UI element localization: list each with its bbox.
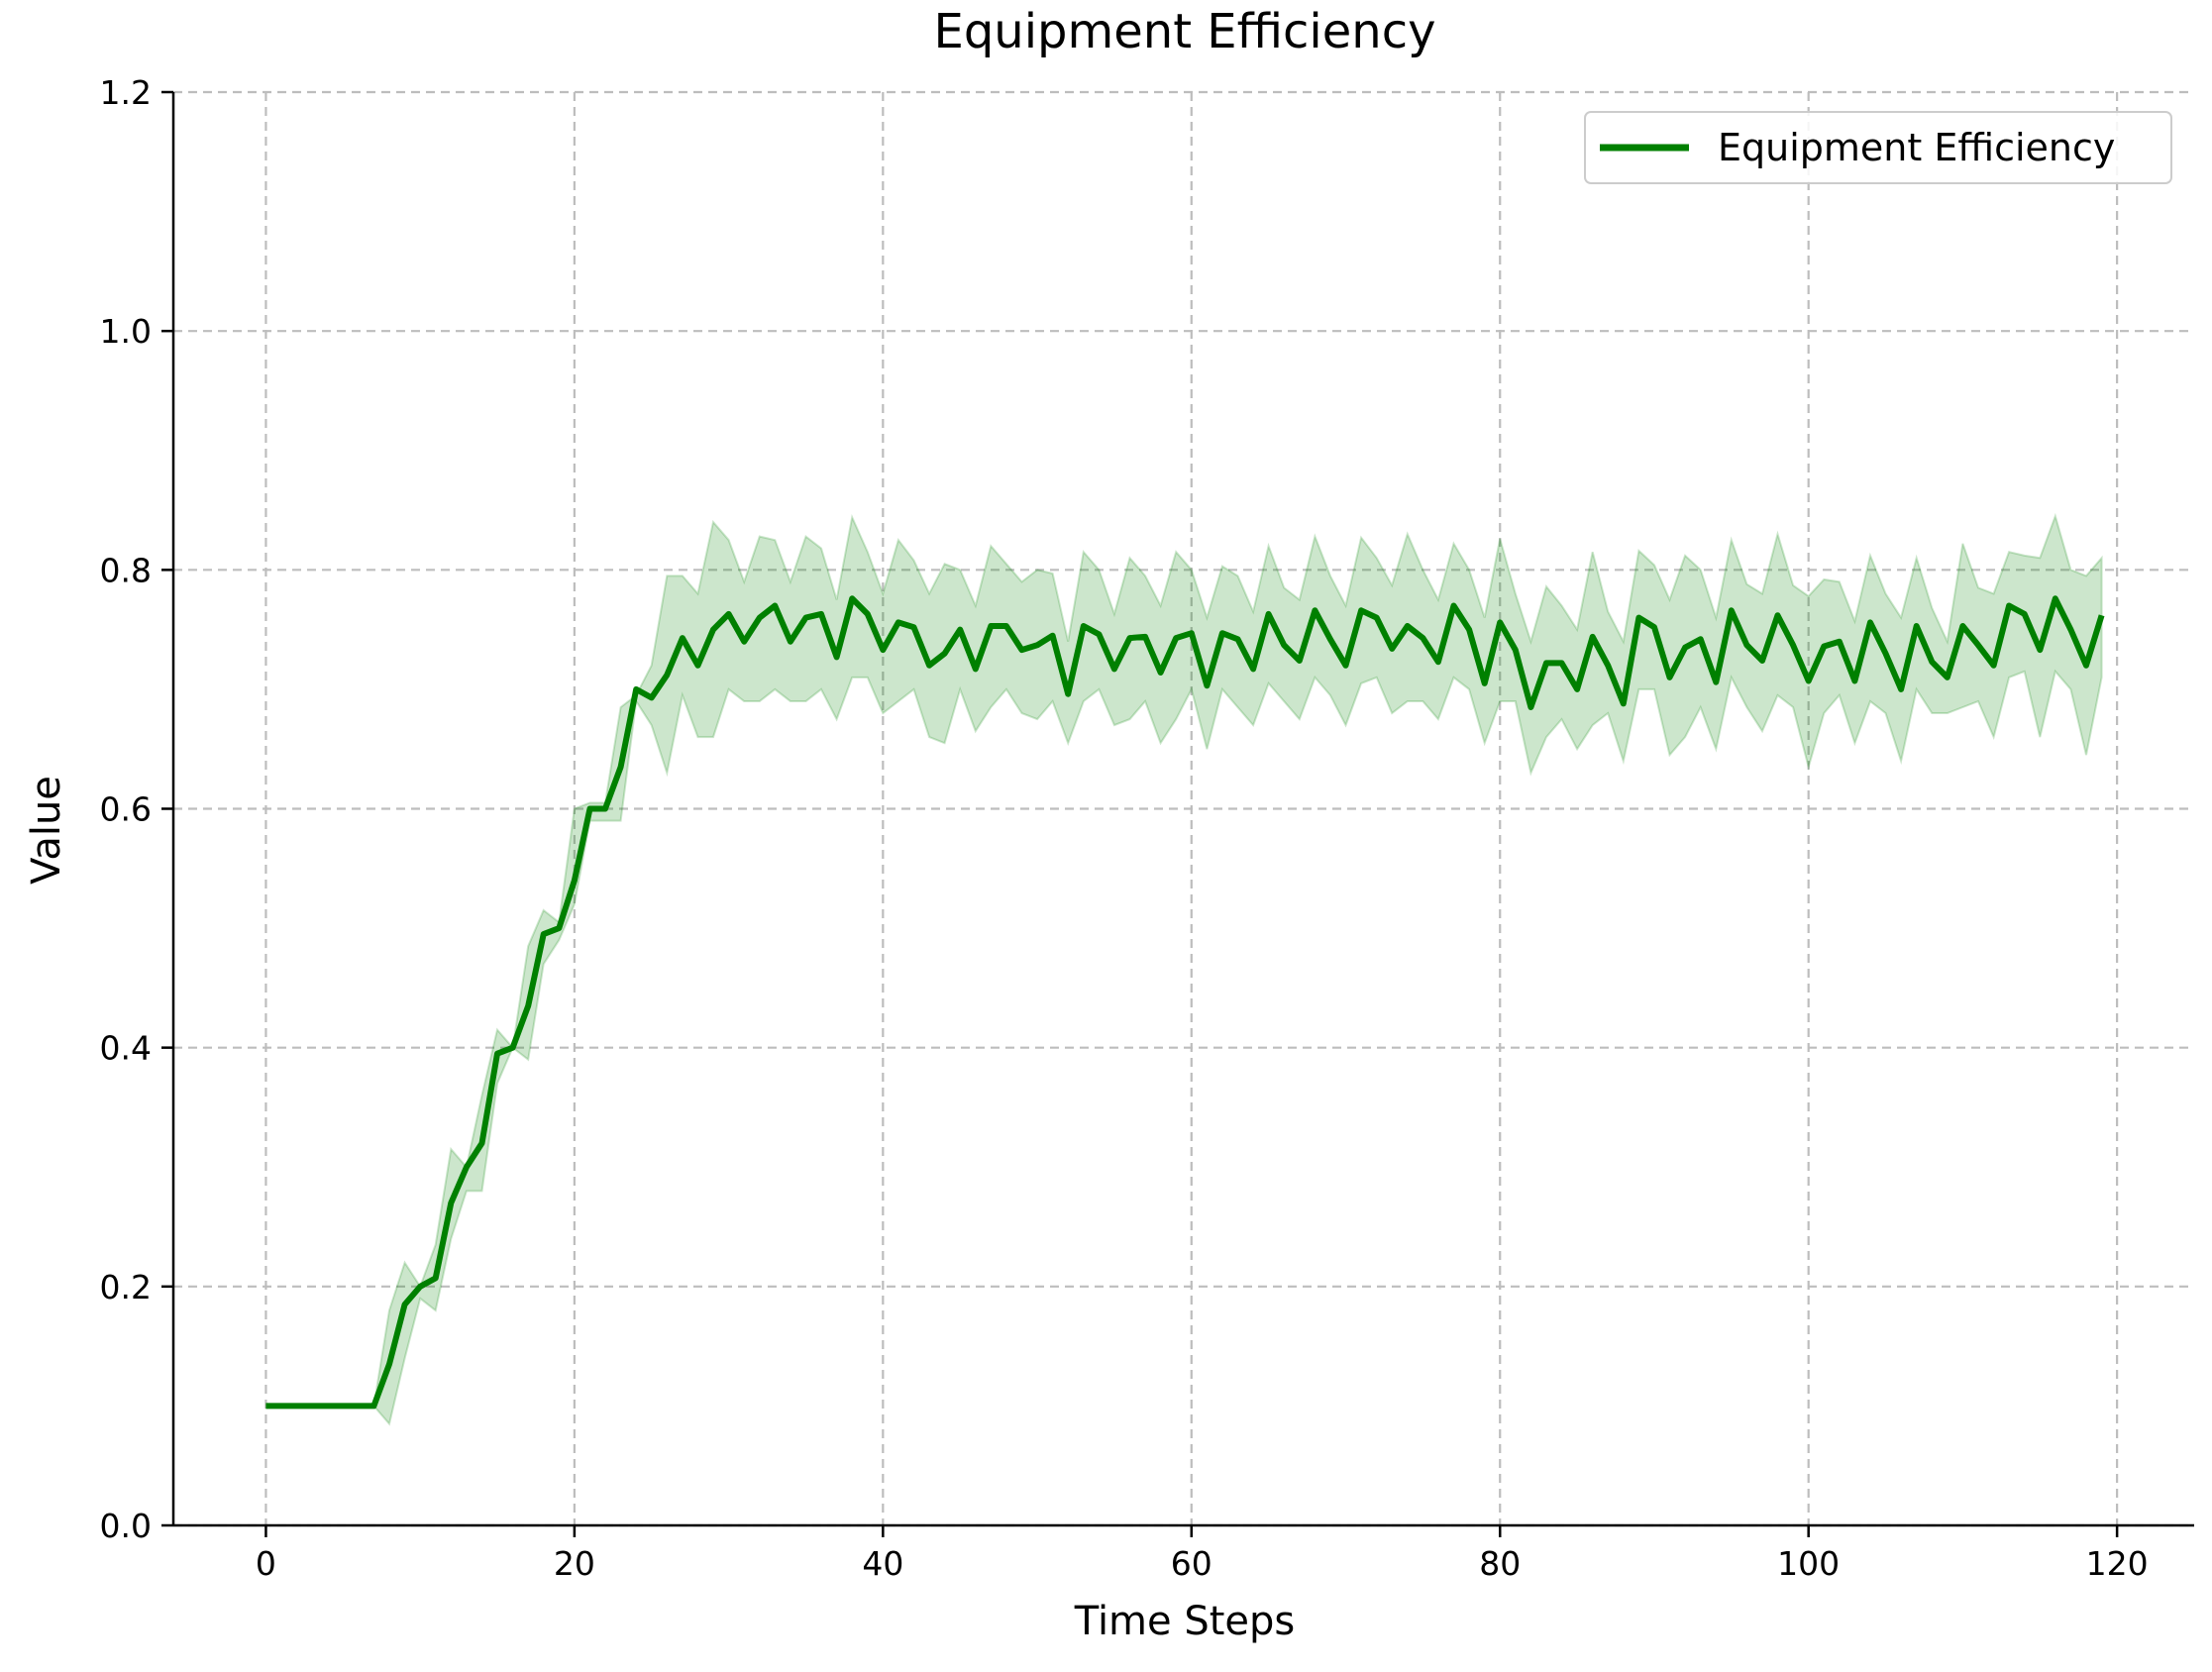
x-axis-label: Time Steps bbox=[1074, 1599, 1296, 1644]
grid bbox=[173, 92, 2194, 1525]
chart-title: Equipment Efficiency bbox=[933, 4, 1435, 59]
y-tick-label-4: 0.8 bbox=[100, 551, 152, 589]
x-tick-label-5: 100 bbox=[1777, 1544, 1840, 1583]
x-tick-label-6: 120 bbox=[2086, 1544, 2149, 1583]
series-line-equipment-efficiency bbox=[265, 598, 2101, 1406]
x-tick-label-1: 20 bbox=[554, 1544, 595, 1583]
y-axis-label: Value bbox=[24, 776, 69, 885]
x-tick-label-2: 40 bbox=[862, 1544, 903, 1583]
legend: Equipment Efficiency bbox=[1585, 112, 2171, 183]
y-axis-ticks: 0.0 0.2 0.4 0.6 0.8 1.0 1.2 bbox=[100, 73, 173, 1545]
y-tick-label-5: 1.0 bbox=[100, 312, 152, 351]
y-tick-label-1: 0.2 bbox=[100, 1268, 152, 1306]
x-tick-label-0: 0 bbox=[256, 1544, 276, 1583]
y-tick-label-3: 0.6 bbox=[100, 790, 152, 829]
y-tick-label-0: 0.0 bbox=[100, 1507, 152, 1545]
x-axis-ticks: 0 20 40 60 80 100 120 bbox=[256, 1525, 2149, 1583]
legend-label: Equipment Efficiency bbox=[1718, 126, 2115, 169]
x-tick-label-4: 80 bbox=[1479, 1544, 1521, 1583]
y-tick-label-6: 1.2 bbox=[100, 73, 152, 112]
y-tick-label-2: 0.4 bbox=[100, 1029, 152, 1068]
x-tick-label-3: 60 bbox=[1171, 1544, 1212, 1583]
confidence-band bbox=[265, 516, 2101, 1423]
